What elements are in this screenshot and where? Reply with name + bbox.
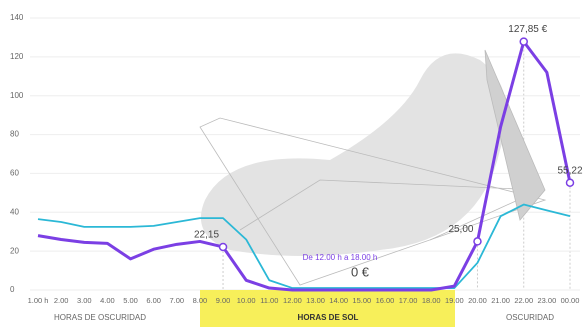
x-tick-label: 6.00: [146, 296, 161, 305]
x-tick-label: 5.00: [123, 296, 138, 305]
value-label: 25,00: [448, 224, 473, 235]
x-tick-label: 3.00: [77, 296, 92, 305]
x-tick-label: 23.00: [537, 296, 556, 305]
value-label: 127,85 €: [508, 24, 547, 35]
x-tick-label: 2.00: [54, 296, 69, 305]
x-tick-label: 00.00: [561, 296, 580, 305]
x-tick-label: 20.00: [468, 296, 487, 305]
x-tick-label: 10.00: [237, 296, 256, 305]
point-marker: [473, 237, 482, 246]
point-marker: [218, 242, 228, 252]
x-tick-label: 18.00: [422, 296, 441, 305]
x-tick-label: 21.00: [491, 296, 510, 305]
x-tick-label: 17.00: [399, 296, 418, 305]
y-tick-label: 0: [10, 285, 15, 294]
x-tick-label: 16.00: [376, 296, 395, 305]
x-tick-label: 7.00: [169, 296, 184, 305]
annotation: De 12.00 h a 18.00 h: [303, 253, 378, 262]
x-tick-label: 11.00: [260, 296, 278, 305]
value-label: 55,22: [557, 165, 582, 176]
y-tick-label: 80: [10, 130, 19, 139]
y-tick-label: 20: [10, 246, 19, 255]
x-tick-label: 13.00: [306, 296, 325, 305]
y-tick-label: 100: [10, 91, 24, 100]
x-tick-label: 4.00: [100, 296, 115, 305]
y-tick-label: 40: [10, 207, 19, 216]
series-line: [37, 203, 571, 289]
band-label: HORAS DE SOL: [298, 313, 359, 322]
x-tick-label: 19.00: [445, 296, 464, 305]
swan-decoration: [199, 49, 547, 286]
x-tick-label: 9.00: [216, 296, 231, 305]
value-label: 22,15: [194, 230, 219, 241]
y-tick-label: 60: [10, 169, 19, 178]
y-tick-label: 140: [10, 13, 24, 22]
x-tick-label: 1.00 h: [28, 296, 49, 305]
annotation: 0 €: [351, 264, 370, 279]
band-label: OSCURIDAD: [506, 313, 554, 322]
x-tick-label: 8.00: [193, 296, 208, 305]
sun-band: [200, 290, 455, 327]
x-tick-label: 12.00: [283, 296, 302, 305]
x-tick-label: 14.00: [329, 296, 348, 305]
x-tick-label: 15.00: [352, 296, 371, 305]
point-marker: [519, 37, 528, 46]
band-label: HORAS DE OSCURIDAD: [54, 313, 146, 322]
point-marker: [565, 178, 575, 187]
y-tick-label: 120: [10, 52, 24, 61]
x-tick-label: 22.00: [514, 296, 533, 305]
series-line: [37, 40, 572, 292]
